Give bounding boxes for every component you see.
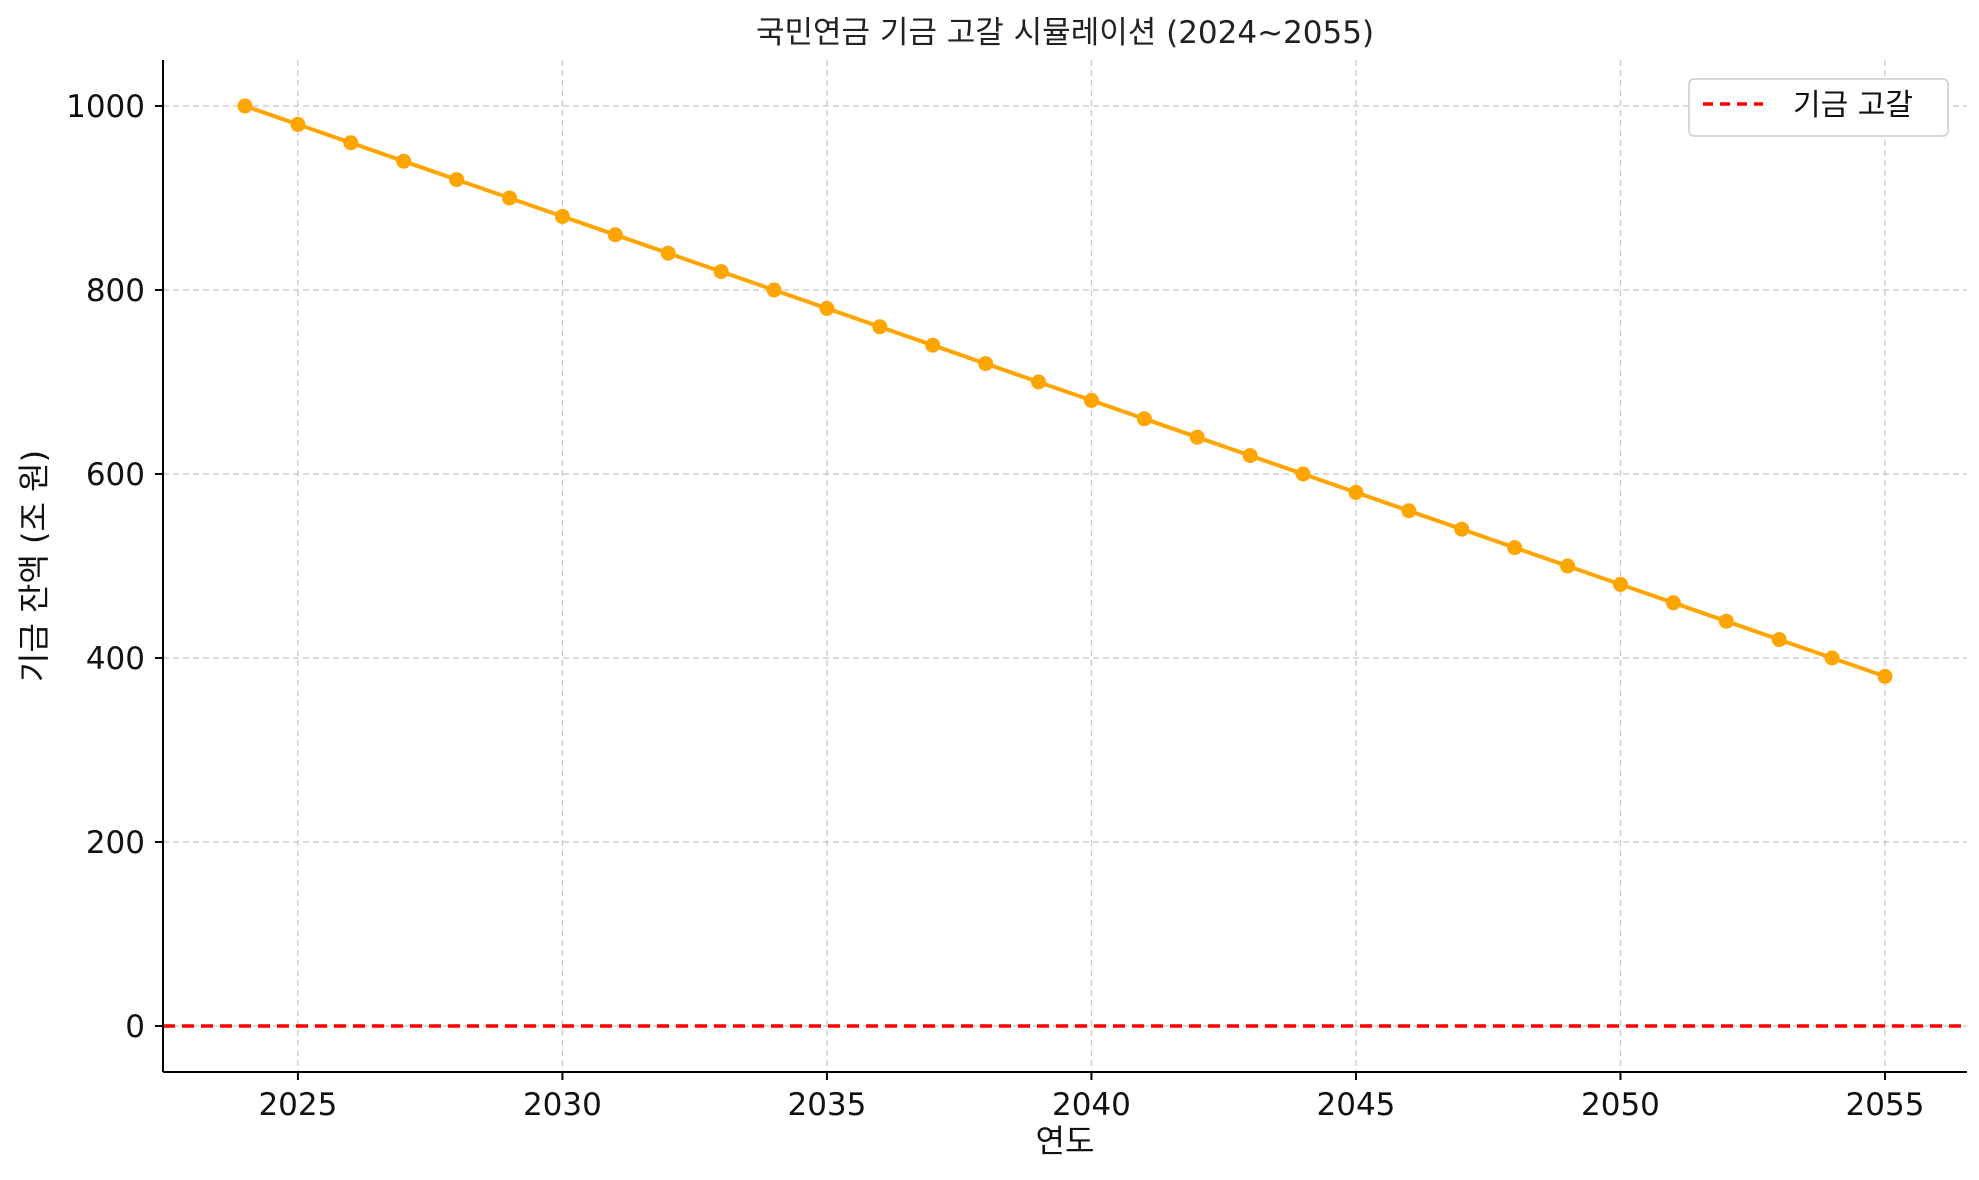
data-point bbox=[1665, 595, 1681, 611]
series bbox=[237, 98, 1893, 684]
data-point bbox=[1401, 503, 1417, 519]
data-point bbox=[766, 282, 782, 298]
data-point bbox=[1031, 374, 1047, 390]
data-point bbox=[925, 337, 941, 353]
x-tick-label: 2030 bbox=[523, 1087, 602, 1123]
data-point bbox=[554, 208, 570, 224]
x-tick-label: 2035 bbox=[787, 1087, 866, 1123]
y-tick-label: 800 bbox=[86, 273, 145, 309]
legend-box bbox=[1688, 78, 1949, 137]
data-point bbox=[872, 319, 888, 335]
axes bbox=[162, 60, 1967, 1073]
chart-title: 국민연금 기금 고갈 시뮬레이션 (2024~2055) bbox=[756, 15, 1374, 51]
y-axis-label: 기금 잔액 (조 원) bbox=[15, 450, 53, 682]
y-tick-label: 1000 bbox=[66, 89, 145, 125]
grid bbox=[163, 60, 1967, 1072]
data-point bbox=[1136, 411, 1152, 427]
x-ticks: 2025 2030 2035 2040 2045 2050 2055 bbox=[258, 1072, 1924, 1123]
data-point bbox=[1454, 521, 1470, 537]
data-point bbox=[1242, 448, 1258, 464]
legend: 기금 고갈 bbox=[1688, 78, 1949, 137]
data-point bbox=[1560, 558, 1576, 574]
data-point bbox=[1507, 540, 1523, 556]
series-line bbox=[244, 104, 1886, 679]
data-point bbox=[1189, 429, 1205, 445]
y-tick-label: 200 bbox=[86, 825, 145, 861]
y-tick-label: 0 bbox=[125, 1009, 145, 1045]
y-ticks: 0 200 400 600 800 1000 bbox=[66, 89, 163, 1045]
data-point bbox=[1824, 650, 1840, 666]
x-tick-label: 2025 bbox=[258, 1087, 337, 1123]
data-point bbox=[1877, 668, 1893, 684]
data-point bbox=[607, 227, 623, 243]
x-tick-label: 2055 bbox=[1846, 1087, 1925, 1123]
data-point bbox=[237, 98, 253, 114]
data-point bbox=[978, 356, 994, 372]
y-tick-label: 400 bbox=[86, 641, 145, 677]
data-point bbox=[1348, 484, 1364, 500]
x-tick-label: 2050 bbox=[1581, 1087, 1660, 1123]
data-point bbox=[1295, 466, 1311, 482]
data-point bbox=[660, 245, 676, 261]
data-point bbox=[1771, 632, 1787, 648]
data-point bbox=[343, 135, 359, 151]
data-point bbox=[396, 153, 412, 169]
data-point bbox=[1083, 392, 1099, 408]
x-tick-label: 2040 bbox=[1052, 1087, 1131, 1123]
legend-entry-label: 기금 고갈 bbox=[1793, 88, 1913, 123]
x-tick-label: 2045 bbox=[1317, 1087, 1396, 1123]
data-point bbox=[502, 190, 518, 206]
data-point bbox=[1718, 613, 1734, 629]
data-point bbox=[1612, 576, 1628, 592]
y-tick-label: 600 bbox=[86, 457, 145, 493]
data-point bbox=[290, 116, 306, 132]
x-axis-label: 연도 bbox=[1036, 1122, 1095, 1160]
data-point bbox=[819, 300, 835, 316]
data-point bbox=[449, 172, 465, 188]
data-point bbox=[713, 264, 729, 280]
